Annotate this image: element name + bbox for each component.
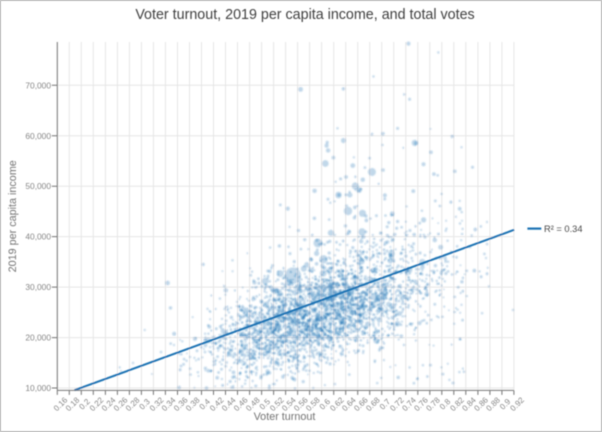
svg-text:R² = 0.34: R² = 0.34 [544, 224, 583, 234]
svg-text:20,000: 20,000 [25, 333, 51, 343]
svg-text:50,000: 50,000 [25, 181, 51, 191]
svg-text:70,000: 70,000 [25, 80, 51, 90]
svg-text:10,000: 10,000 [25, 383, 51, 393]
svg-text:Voter turnout, 2019 per capita: Voter turnout, 2019 per capita income, a… [135, 7, 474, 23]
svg-text:60,000: 60,000 [25, 131, 51, 141]
svg-text:Voter turnout: Voter turnout [254, 411, 316, 423]
svg-text:30,000: 30,000 [25, 282, 51, 292]
svg-text:40,000: 40,000 [25, 232, 51, 242]
svg-text:2019 per capita income: 2019 per capita income [7, 160, 19, 272]
